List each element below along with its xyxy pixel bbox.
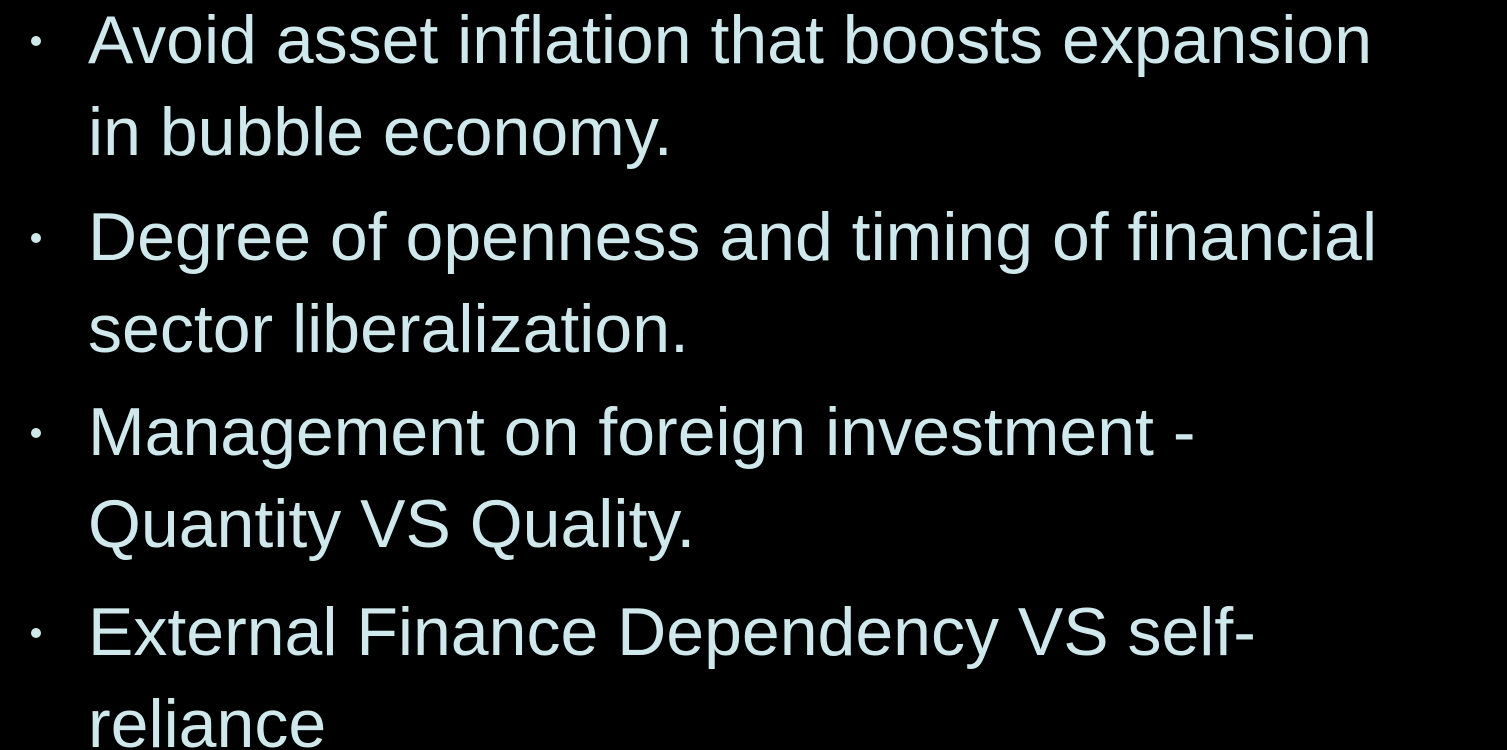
bullet-text: sector liberalization. bbox=[88, 291, 689, 367]
bullet-text: Degree of openness and timing of financi… bbox=[88, 199, 1378, 275]
bullet-text: Avoid asset inflation that boosts expans… bbox=[88, 2, 1373, 78]
bullet-text: reliance bbox=[88, 686, 327, 750]
bullet-text: Quantity VS Quality. bbox=[88, 486, 696, 562]
bullet-dot bbox=[31, 428, 41, 438]
bullet-dot bbox=[31, 233, 41, 243]
bullet-dot bbox=[31, 628, 41, 638]
bullet-text: Management on foreign investment - bbox=[88, 394, 1196, 470]
bullet-text: External Finance Dependency VS self- bbox=[88, 594, 1256, 670]
bullet-text: in bubble economy. bbox=[88, 94, 673, 170]
bullet-dot bbox=[31, 36, 41, 46]
